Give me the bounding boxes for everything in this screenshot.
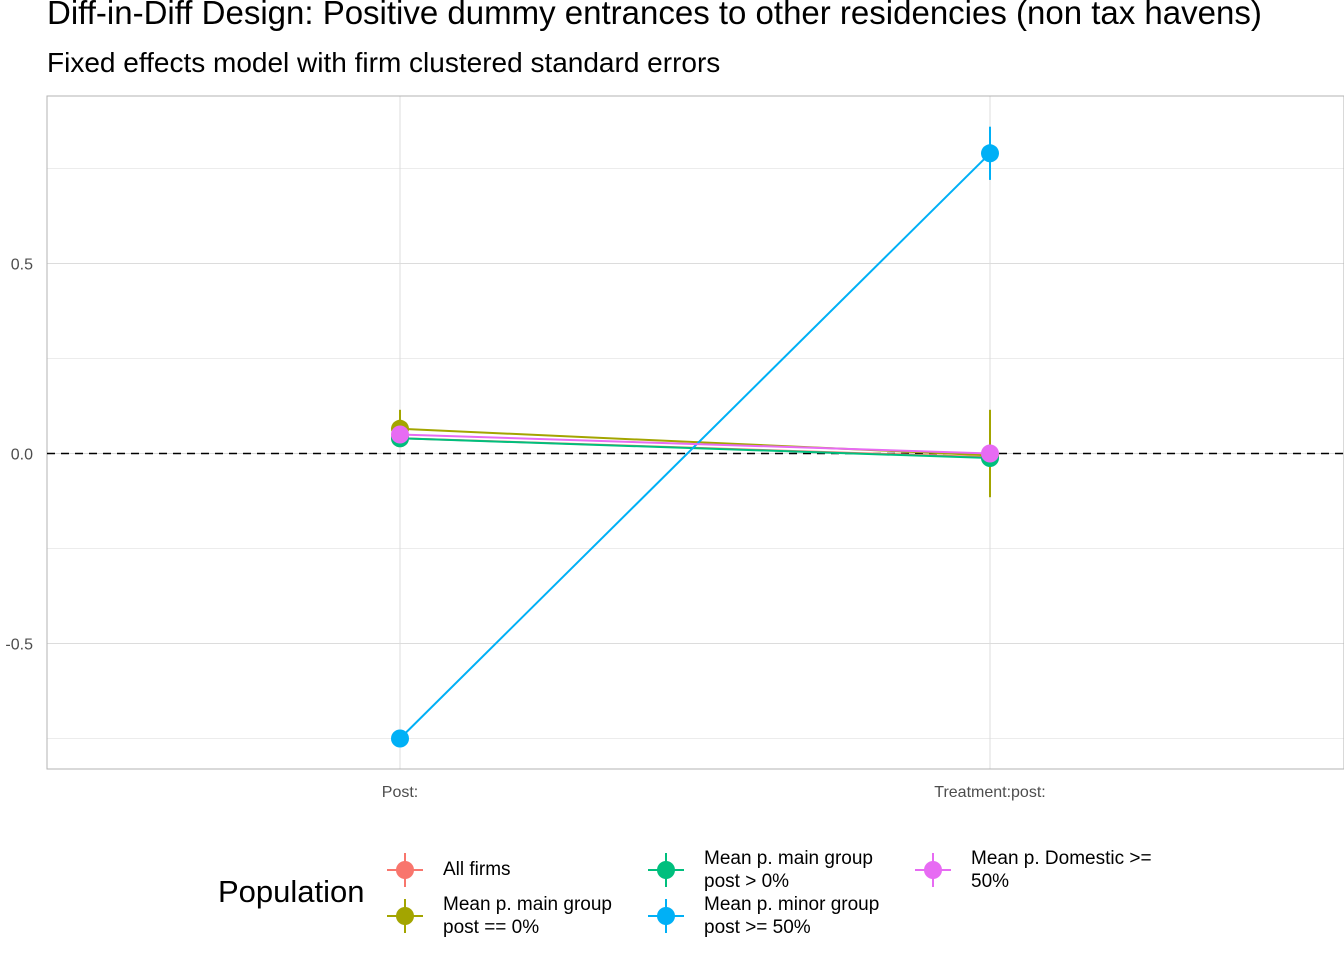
- chart-subtitle: Fixed effects model with firm clustered …: [47, 47, 721, 78]
- legend-key-point: [657, 861, 675, 879]
- legend-item: Mean p. Domestic >= 50%: [913, 847, 1173, 893]
- legend-key-point: [657, 907, 675, 925]
- legend-label: Mean p. main group post == 0%: [443, 894, 612, 938]
- legend-key-icon: [648, 853, 684, 887]
- legend-key-icon: [387, 899, 423, 933]
- legend-key-point: [924, 861, 942, 879]
- x-tick-label: Post:: [382, 784, 418, 801]
- legend-label: Mean p. minor group post >= 50%: [704, 894, 880, 938]
- x-tick-label: Treatment:post:: [934, 784, 1045, 801]
- legend-key-point: [396, 861, 414, 879]
- panel-border: [46, 95, 1344, 770]
- data-point: [981, 444, 999, 463]
- legend-key-icon: [915, 853, 951, 887]
- series-lines: [399, 152, 991, 740]
- legend-item: All firms: [385, 847, 645, 893]
- y-tick-label: -0.5: [5, 637, 33, 654]
- chart-title: Diff-in-Diff Design: Positive dummy entr…: [47, 0, 1262, 31]
- data-point: [391, 729, 409, 748]
- grid-lines: [47, 96, 1344, 769]
- data-point: [391, 425, 409, 444]
- data-point: [981, 144, 999, 163]
- legend-item: Mean p. minor group post >= 50%: [646, 893, 906, 939]
- series-line: [399, 437, 991, 460]
- legend-title: Population: [218, 874, 365, 909]
- legend-item: Mean p. main group post > 0%: [646, 847, 906, 893]
- y-tick-labels: -0.5 0.0 0.5: [5, 257, 33, 654]
- legend-label: All firms: [443, 859, 511, 880]
- series-line: [399, 433, 991, 455]
- x-tick-labels: Post: Treatment:post:: [382, 784, 1046, 801]
- y-tick-label: 0.5: [11, 257, 33, 274]
- legend-key-point: [396, 907, 414, 925]
- y-tick-label: 0.0: [11, 447, 33, 464]
- legend-label: Mean p. Domestic >= 50%: [971, 848, 1152, 892]
- legend-item: Mean p. main group post == 0%: [385, 893, 645, 939]
- legend-key-icon: [387, 853, 423, 887]
- legend-key-icon: [648, 899, 684, 933]
- legend-label: Mean p. main group post > 0%: [704, 848, 873, 892]
- series-line: [399, 152, 991, 740]
- data-points: [391, 144, 999, 748]
